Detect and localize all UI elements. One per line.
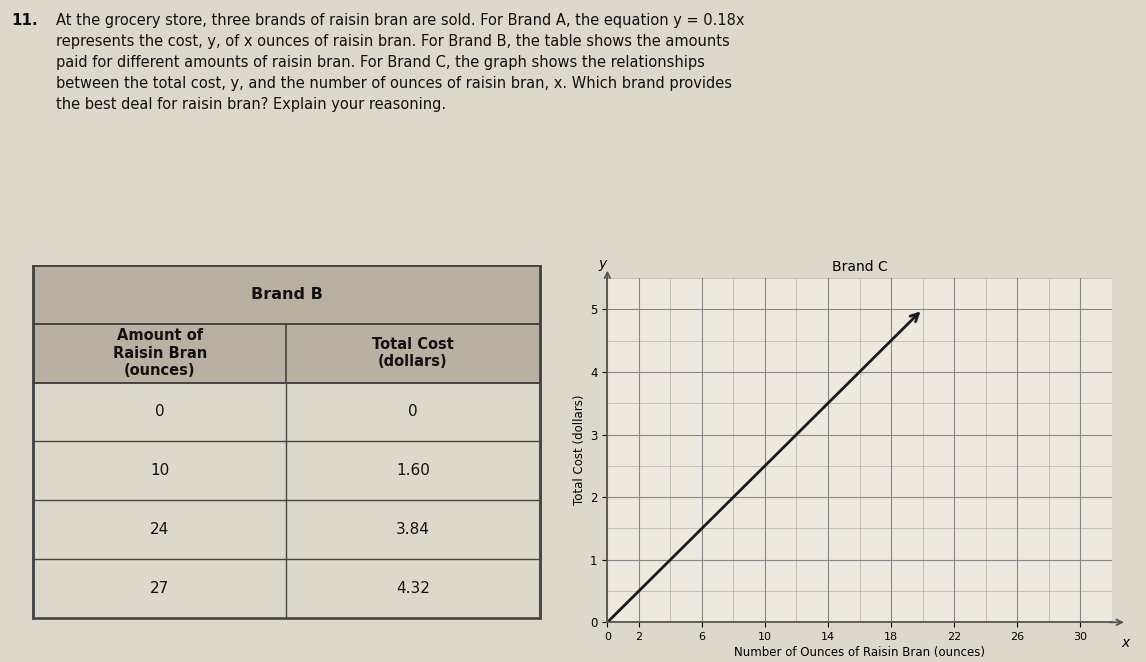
Text: 24: 24 (150, 522, 170, 538)
Bar (33, 500, 286, 559)
Title: Brand C: Brand C (832, 260, 887, 274)
Text: 1.60: 1.60 (397, 463, 430, 479)
Text: Amount of
Raisin Bran
(ounces): Amount of Raisin Bran (ounces) (112, 328, 207, 378)
Text: 0: 0 (408, 404, 418, 420)
Text: y: y (598, 257, 606, 271)
Bar (33, 265, 540, 324)
Y-axis label: Total Cost (dollars): Total Cost (dollars) (573, 395, 586, 505)
Text: Total Cost
(dollars): Total Cost (dollars) (372, 337, 454, 369)
Bar (33, 442, 286, 500)
Text: 4.32: 4.32 (397, 581, 430, 596)
X-axis label: Number of Ounces of Raisin Bran (ounces): Number of Ounces of Raisin Bran (ounces) (733, 646, 986, 659)
Bar (286, 559, 540, 618)
Text: Brand B: Brand B (251, 287, 322, 302)
Bar (286, 442, 540, 500)
Bar (33, 324, 286, 383)
Text: 11.: 11. (11, 13, 38, 28)
Bar (286, 383, 540, 442)
Bar (286, 324, 540, 383)
Text: 10: 10 (150, 463, 170, 479)
Bar (33, 383, 286, 442)
Text: x: x (1122, 636, 1130, 650)
Bar (286, 500, 540, 559)
Text: 3.84: 3.84 (397, 522, 430, 538)
Bar (33, 559, 286, 618)
Text: 27: 27 (150, 581, 170, 596)
Text: At the grocery store, three brands of raisin bran are sold. For Brand A, the equ: At the grocery store, three brands of ra… (56, 13, 745, 113)
Text: 0: 0 (155, 404, 165, 420)
